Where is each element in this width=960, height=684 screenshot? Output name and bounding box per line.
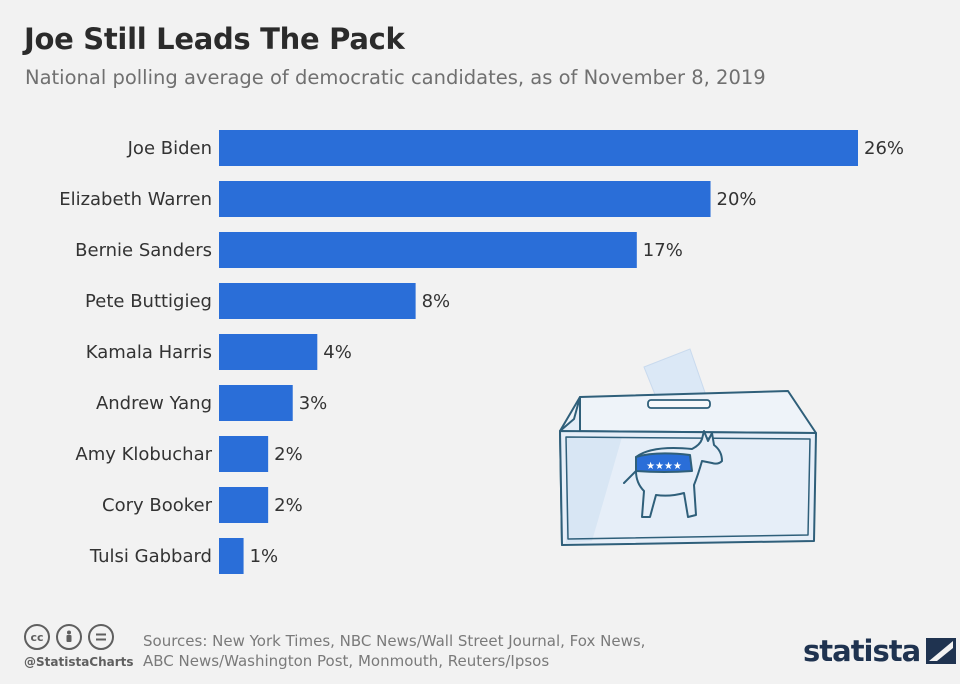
sources-line-1: Sources: New York Times, NBC News/Wall S…	[143, 632, 646, 650]
category-label: Elizabeth Warren	[59, 189, 212, 210]
value-label: 2%	[274, 444, 303, 465]
bar-amy-klobuchar	[219, 436, 269, 472]
category-label: Kamala Harris	[86, 342, 212, 363]
value-label: 17%	[643, 240, 683, 261]
bar-kamala-harris	[219, 334, 318, 370]
value-label: 20%	[717, 189, 757, 210]
category-label: Andrew Yang	[96, 393, 212, 414]
bar-joe-biden	[219, 130, 858, 166]
donkey-icon: ★★★★	[623, 430, 723, 518]
statista-logo[interactable]: statista	[803, 634, 957, 668]
chart-subtitle: National polling average of democratic c…	[25, 66, 766, 89]
cc-icon: cc	[24, 624, 50, 650]
sources-line-2: ABC News/Washington Post, Monmouth, Reut…	[143, 652, 550, 670]
bar-pete-buttigieg	[219, 283, 416, 319]
no-derivatives-icon	[88, 624, 114, 650]
bar-andrew-yang	[219, 385, 293, 421]
bar-chart: Joe Biden 26% Elizabeth Warren 20% Bernie Sa…	[59, 130, 904, 574]
value-label: 2%	[274, 495, 303, 516]
value-label: 26%	[864, 138, 904, 159]
category-label: Joe Biden	[127, 138, 212, 159]
bar-cory-booker	[219, 487, 269, 523]
statista-handle[interactable]: @StatistaCharts	[24, 655, 134, 669]
bar-bernie-sanders	[219, 232, 637, 268]
chart-title: Joe Still Leads The Pack	[24, 22, 405, 56]
value-label: 8%	[422, 291, 451, 312]
sources-note: Sources: New York Times, NBC News/Wall S…	[143, 631, 645, 671]
bar-elizabeth-warren	[219, 181, 711, 217]
attribution-icon	[56, 624, 82, 650]
ballot-box-donkey-icon: ★★★★	[559, 348, 817, 546]
category-label: Tulsi Gabbard	[89, 546, 212, 567]
statista-logo-icon	[926, 638, 957, 664]
value-label: 3%	[299, 393, 328, 414]
svg-text:★★★★: ★★★★	[646, 461, 682, 472]
category-label: Cory Booker	[102, 495, 213, 516]
value-label: 4%	[323, 342, 352, 363]
category-label: Bernie Sanders	[75, 240, 212, 261]
category-label: Pete Buttigieg	[85, 291, 212, 312]
category-label: Amy Klobuchar	[75, 444, 212, 465]
license-icons: cc	[24, 624, 114, 650]
bar-tulsi-gabbard	[219, 538, 244, 574]
value-label: 1%	[250, 546, 279, 567]
brand-name: statista	[803, 634, 921, 668]
